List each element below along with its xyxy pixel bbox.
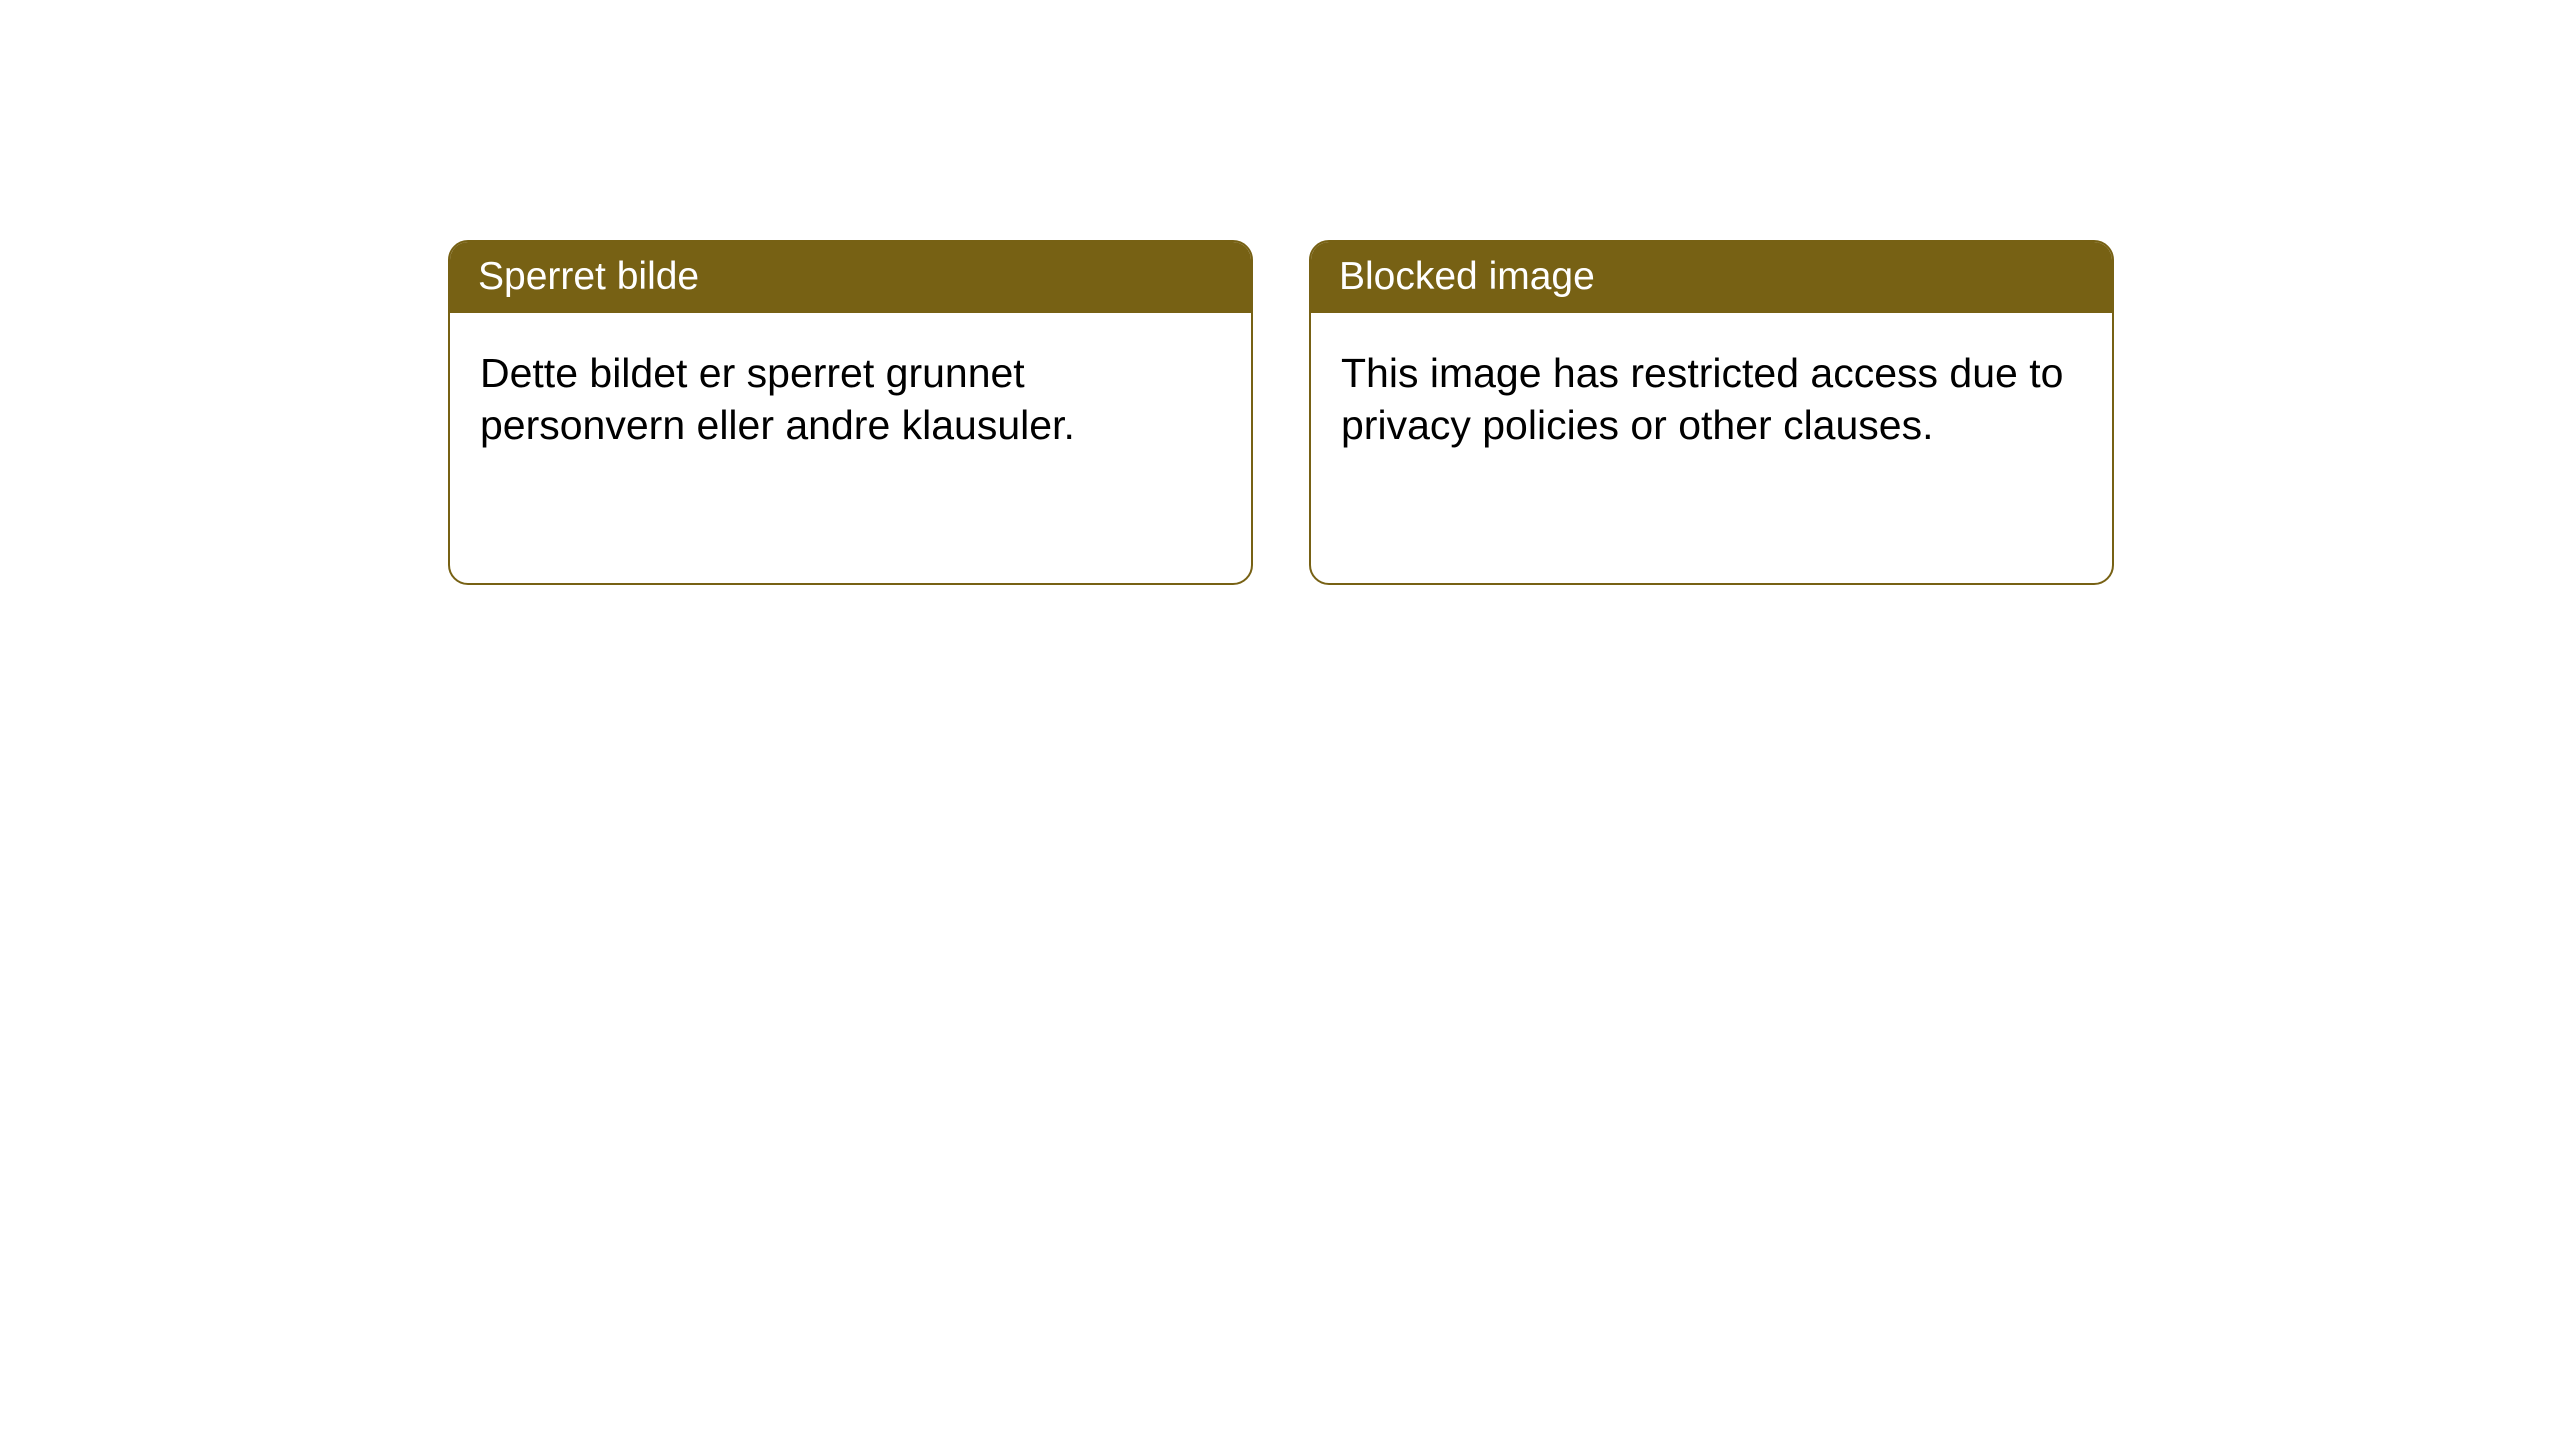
card-title-en: Blocked image <box>1339 255 1595 298</box>
card-header-en: Blocked image <box>1311 242 2112 313</box>
card-text-no: Dette bildet er sperret grunnet personve… <box>480 350 1075 448</box>
card-header-no: Sperret bilde <box>450 242 1251 313</box>
blocked-image-card-en: Blocked image This image has restricted … <box>1309 240 2114 585</box>
card-body-en: This image has restricted access due to … <box>1311 313 2112 583</box>
card-body-no: Dette bildet er sperret grunnet personve… <box>450 313 1251 583</box>
blocked-image-card-no: Sperret bilde Dette bildet er sperret gr… <box>448 240 1253 585</box>
cards-container: Sperret bilde Dette bildet er sperret gr… <box>0 0 2560 585</box>
card-title-no: Sperret bilde <box>478 255 699 298</box>
card-text-en: This image has restricted access due to … <box>1341 350 2063 448</box>
